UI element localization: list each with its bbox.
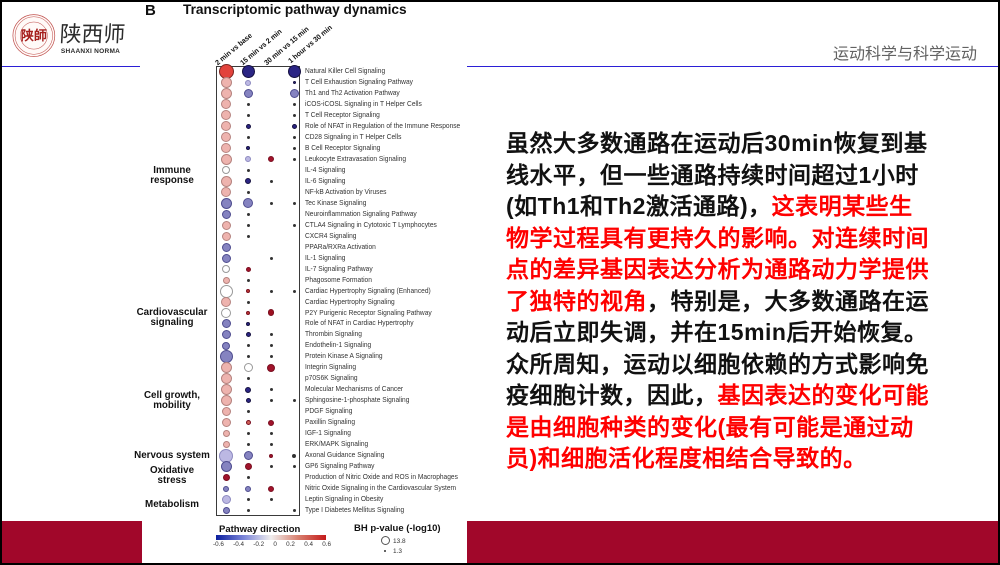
- svg-text:陕西师: 陕西师: [59, 22, 126, 47]
- svg-text:SHAANXI NORMA: SHAANXI NORMA: [61, 48, 120, 55]
- svg-text:陕師: 陕師: [21, 27, 47, 43]
